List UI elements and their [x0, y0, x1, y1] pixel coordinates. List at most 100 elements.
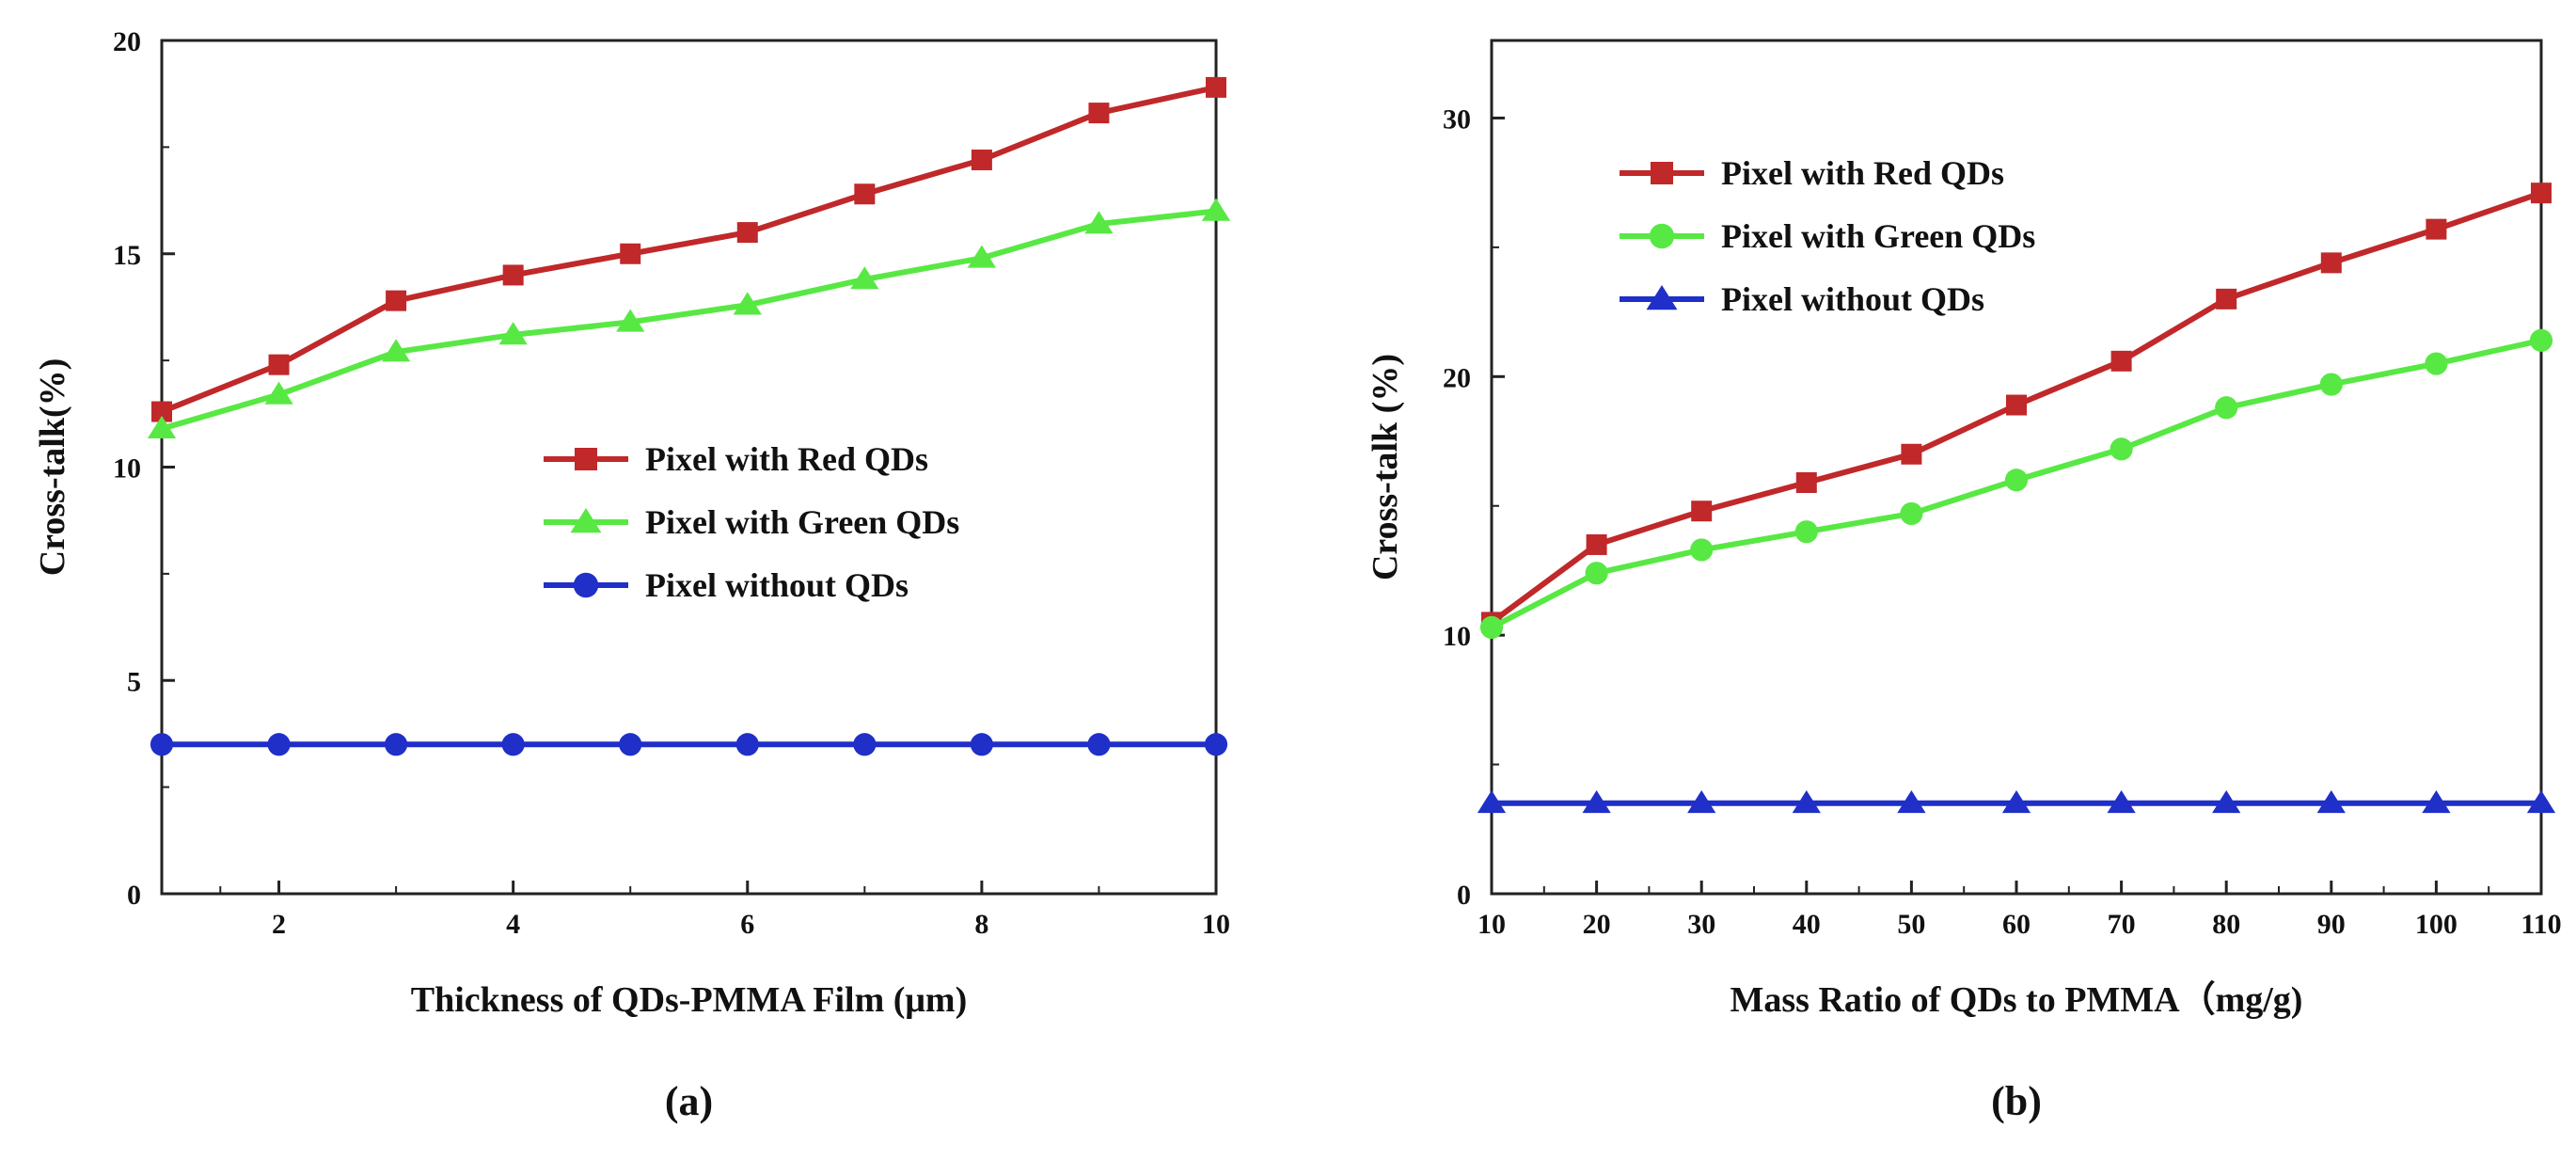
- panel-label: (b): [1991, 1078, 2042, 1124]
- data-point: [385, 733, 408, 756]
- y-tick-label: 5: [127, 666, 141, 697]
- x-tick-label: 90: [2317, 909, 2346, 940]
- data-point: [2215, 396, 2238, 420]
- x-tick-label: 6: [740, 909, 754, 940]
- x-tick-label: 10: [1478, 909, 1506, 940]
- x-tick-label: 70: [2108, 909, 2136, 940]
- x-tick-label: 30: [1687, 909, 1715, 940]
- data-point: [2531, 183, 2552, 204]
- data-point: [386, 290, 407, 311]
- x-axis-label: Thickness of QDs-PMMA Film (μm): [411, 980, 968, 1020]
- series-line: [161, 208, 1217, 432]
- data-point: [735, 733, 759, 756]
- data-point: [2216, 288, 2237, 310]
- data-point: [1088, 103, 1110, 124]
- y-axis-label: Cross-talk(%): [33, 358, 72, 577]
- data-point: [620, 243, 641, 264]
- data-point: [2320, 252, 2342, 274]
- legend-marker: [573, 572, 599, 598]
- x-tick-label: 100: [2415, 909, 2457, 940]
- data-point: [1585, 562, 1608, 585]
- data-point: [1477, 790, 1507, 814]
- x-tick-label: 80: [2212, 909, 2240, 940]
- data-point: [1690, 538, 1714, 562]
- legend-marker: [1651, 162, 1673, 184]
- data-point: [970, 733, 993, 756]
- y-tick-label: 20: [1443, 362, 1471, 393]
- x-axis-label: Mass Ratio of QDs to PMMA（mg/g): [1731, 980, 2303, 1020]
- series-pixel-with-red-qds: [151, 76, 1226, 422]
- y-tick-label: 20: [113, 26, 141, 57]
- data-point: [2107, 790, 2136, 814]
- series-pixel-with-green-qds: [1479, 328, 2553, 640]
- data-point: [2529, 328, 2553, 352]
- data-point: [151, 401, 172, 422]
- x-tick-label: 8: [974, 909, 988, 940]
- data-point: [1795, 471, 1817, 493]
- series-pixel-with-green-qds: [147, 198, 1231, 438]
- legend: Pixel with Red QDs Pixel with Green QDs Pi…: [544, 440, 959, 604]
- y-tick-label: 10: [1443, 621, 1471, 652]
- data-point: [1687, 790, 1716, 814]
- series-pixel-without-qds: [1477, 790, 2556, 814]
- data-point: [1794, 520, 1818, 544]
- data-point: [1900, 501, 1923, 526]
- data-point: [1792, 790, 1821, 814]
- data-point: [1691, 501, 1713, 522]
- x-tick-label: 50: [1897, 909, 1925, 940]
- data-point: [2425, 352, 2448, 375]
- data-point: [1901, 443, 1922, 465]
- data-point: [2316, 790, 2346, 814]
- data-point: [2319, 373, 2343, 396]
- data-point: [619, 733, 642, 756]
- data-point: [2006, 394, 2027, 416]
- data-point: [971, 149, 992, 170]
- data-point: [502, 264, 524, 286]
- data-point: [850, 266, 879, 290]
- data-point: [2526, 790, 2556, 814]
- legend-label: Pixel without QDs: [645, 566, 909, 604]
- data-point: [736, 222, 758, 244]
- data-point: [2001, 790, 2031, 814]
- data-point: [854, 183, 876, 205]
- data-point: [2422, 790, 2451, 814]
- x-tick-label: 10: [1202, 909, 1230, 940]
- y-axis-label: Cross-talk (%): [1366, 354, 1405, 580]
- data-point: [1087, 733, 1111, 756]
- panel-label: (a): [665, 1078, 713, 1124]
- y-tick-label: 15: [113, 240, 141, 271]
- data-point: [853, 733, 877, 756]
- legend: Pixel with Red QDs Pixel with Green QDs Pi…: [1620, 154, 2035, 318]
- y-tick-label: 30: [1443, 103, 1471, 135]
- data-point: [501, 733, 525, 756]
- y-tick-label: 0: [1457, 880, 1471, 911]
- data-point: [967, 245, 997, 268]
- series-pixel-without-qds: [150, 733, 1228, 756]
- legend-label: Pixel with Red QDs: [645, 440, 928, 478]
- data-point: [267, 733, 291, 756]
- data-point: [1582, 790, 1611, 814]
- legend-label: Pixel without QDs: [1721, 280, 1984, 318]
- chart-panel-a: 2 4 6 8 10 0 5 10 15 20 Thickness of QDs-PMMA Film…: [33, 26, 1231, 1124]
- data-point: [2110, 350, 2132, 372]
- series-line: [160, 84, 1217, 415]
- data-point: [1206, 76, 1226, 98]
- legend-label: Pixel with Red QDs: [1721, 154, 2004, 192]
- data-point: [1204, 733, 1228, 756]
- data-point: [616, 309, 645, 332]
- data-point: [381, 339, 411, 362]
- legend-label: Pixel with Green QDs: [645, 503, 959, 541]
- data-point: [264, 381, 293, 405]
- data-point: [2212, 790, 2241, 814]
- plot-frame: [1490, 39, 2543, 896]
- data-point: [2426, 218, 2447, 240]
- data-point: [733, 292, 762, 315]
- x-tick-label: 40: [1793, 909, 1821, 940]
- data-point: [1586, 533, 1607, 555]
- data-point: [150, 733, 174, 756]
- data-point: [498, 322, 528, 345]
- data-point: [147, 415, 177, 438]
- data-point: [268, 354, 290, 375]
